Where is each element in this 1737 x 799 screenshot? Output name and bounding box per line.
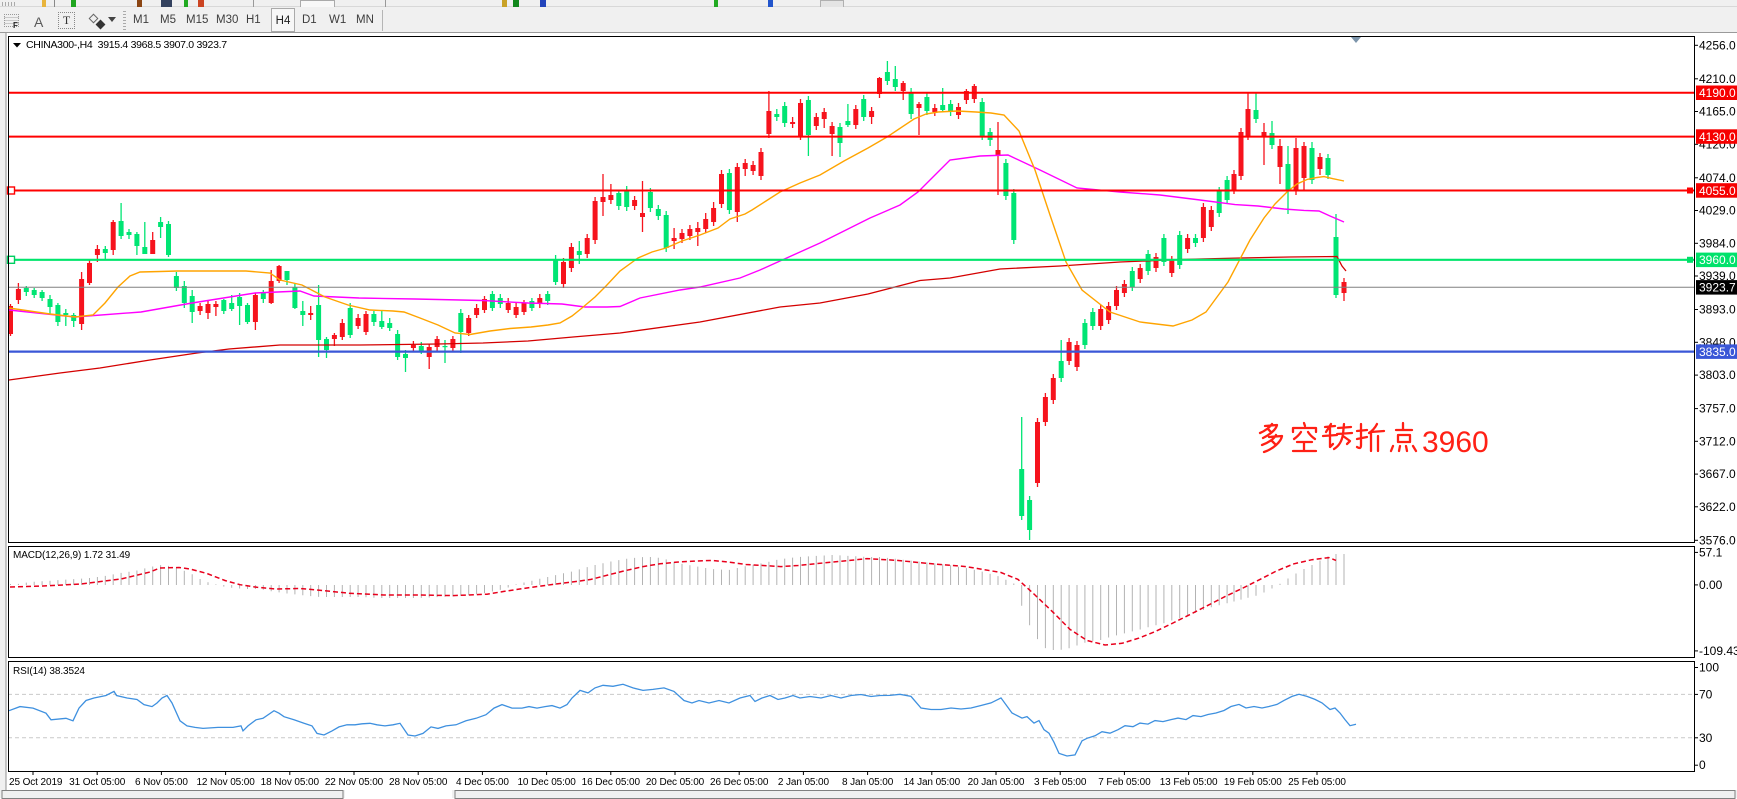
svg-text:20 Jan 05:00: 20 Jan 05:00 xyxy=(968,777,1025,788)
svg-text:3893.0: 3893.0 xyxy=(1699,303,1736,317)
svg-text:12 Nov 05:00: 12 Nov 05:00 xyxy=(196,777,255,788)
svg-text:3835.0: 3835.0 xyxy=(1699,345,1736,359)
svg-text:4190.0: 4190.0 xyxy=(1699,86,1736,100)
svg-text:3960.0: 3960.0 xyxy=(1699,253,1736,267)
svg-text:4210.0: 4210.0 xyxy=(1699,72,1736,86)
svg-text:4074.0: 4074.0 xyxy=(1699,171,1736,185)
svg-text:0.00: 0.00 xyxy=(1699,578,1723,592)
svg-text:3960: 3960 xyxy=(1422,426,1489,459)
svg-text:7 Feb 05:00: 7 Feb 05:00 xyxy=(1098,777,1151,788)
svg-text:25 Oct 2019: 25 Oct 2019 xyxy=(9,777,63,788)
svg-text:3 Feb 05:00: 3 Feb 05:00 xyxy=(1034,777,1087,788)
svg-text:-109.43: -109.43 xyxy=(1699,644,1737,658)
svg-text:3803.0: 3803.0 xyxy=(1699,368,1736,382)
svg-text:19 Feb 05:00: 19 Feb 05:00 xyxy=(1224,777,1282,788)
svg-text:14 Jan 05:00: 14 Jan 05:00 xyxy=(903,777,960,788)
svg-text:3667.0: 3667.0 xyxy=(1699,467,1736,481)
svg-text:6 Nov 05:00: 6 Nov 05:00 xyxy=(135,777,188,788)
svg-text:20 Dec 05:00: 20 Dec 05:00 xyxy=(646,777,705,788)
svg-text:28 Nov 05:00: 28 Nov 05:00 xyxy=(389,777,448,788)
svg-text:3576.0: 3576.0 xyxy=(1699,533,1736,547)
svg-text:4055.0: 4055.0 xyxy=(1699,184,1736,198)
svg-text:26 Dec 05:00: 26 Dec 05:00 xyxy=(710,777,769,788)
svg-text:57.1: 57.1 xyxy=(1699,545,1723,559)
svg-text:22 Nov 05:00: 22 Nov 05:00 xyxy=(325,777,384,788)
svg-text:3923.7: 3923.7 xyxy=(1699,281,1736,295)
svg-text:31 Oct 05:00: 31 Oct 05:00 xyxy=(69,777,126,788)
svg-text:18 Nov 05:00: 18 Nov 05:00 xyxy=(261,777,320,788)
svg-text:16 Dec 05:00: 16 Dec 05:00 xyxy=(582,777,641,788)
svg-text:3939.0: 3939.0 xyxy=(1699,269,1736,283)
svg-text:4165.0: 4165.0 xyxy=(1699,105,1736,119)
svg-text:0: 0 xyxy=(1699,758,1706,772)
svg-text:3984.0: 3984.0 xyxy=(1699,236,1736,250)
svg-text:3712.0: 3712.0 xyxy=(1699,434,1736,448)
svg-text:70: 70 xyxy=(1699,687,1713,701)
svg-text:CHINA300-,H4 3915.4 3968.5 39: CHINA300-,H4 3915.4 3968.5 3907.0 3923.7 xyxy=(26,39,227,51)
svg-text:25 Feb 05:00: 25 Feb 05:00 xyxy=(1288,777,1346,788)
svg-text:13 Feb 05:00: 13 Feb 05:00 xyxy=(1160,777,1218,788)
svg-text:4130.0: 4130.0 xyxy=(1699,130,1736,144)
svg-text:3757.0: 3757.0 xyxy=(1699,402,1736,416)
svg-text:8 Jan 05:00: 8 Jan 05:00 xyxy=(842,777,894,788)
svg-text:4256.0: 4256.0 xyxy=(1699,38,1736,52)
svg-text:4029.0: 4029.0 xyxy=(1699,204,1736,218)
svg-text:RSI(14) 38.3524: RSI(14) 38.3524 xyxy=(13,666,85,677)
svg-text:4 Dec 05:00: 4 Dec 05:00 xyxy=(456,777,509,788)
svg-text:10 Dec 05:00: 10 Dec 05:00 xyxy=(517,777,576,788)
svg-text:100: 100 xyxy=(1699,661,1719,675)
svg-text:MACD(12,26,9) 1.72 31.49: MACD(12,26,9) 1.72 31.49 xyxy=(13,550,131,561)
svg-text:3622.0: 3622.0 xyxy=(1699,500,1736,514)
svg-text:2 Jan 05:00: 2 Jan 05:00 xyxy=(778,777,830,788)
svg-text:30: 30 xyxy=(1699,731,1713,745)
